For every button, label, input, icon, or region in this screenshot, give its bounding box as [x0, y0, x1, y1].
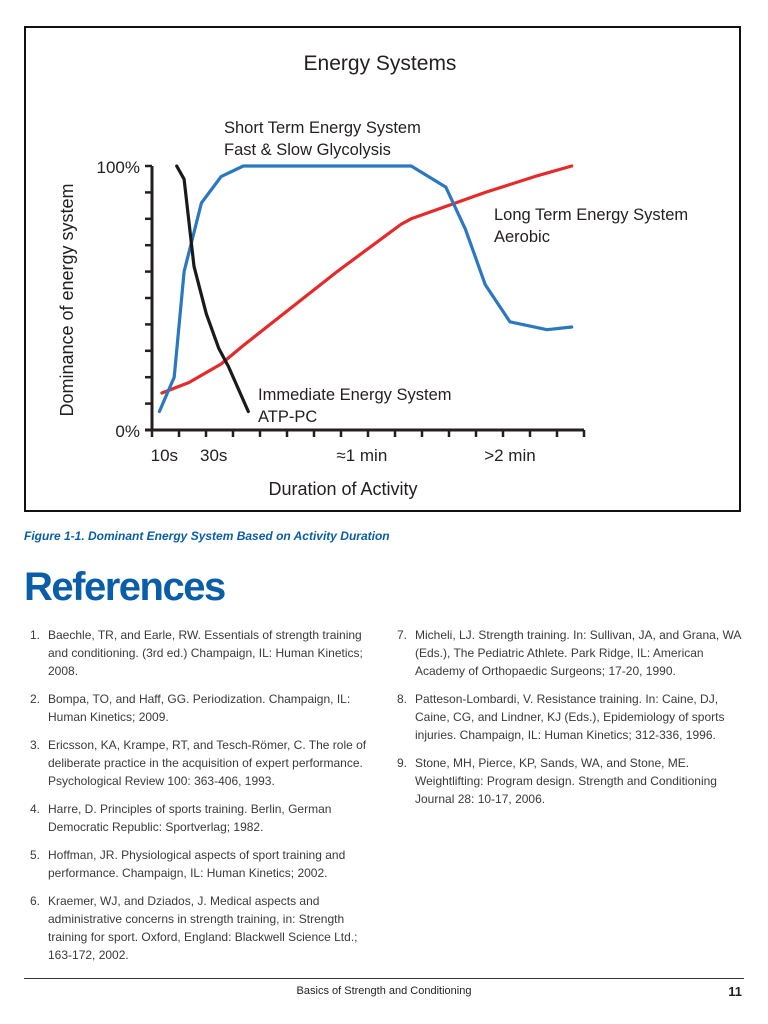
reference-text: Patteson-Lombardi, V. Resistance trainin… [415, 692, 725, 742]
footer-divider [24, 978, 744, 979]
series-annotation: ATP-PC [258, 408, 317, 426]
y-tick-label: 100% [97, 158, 140, 177]
reference-item: 3. Ericsson, KA, Krampe, RT, and Tesch-Rö… [30, 736, 382, 790]
series-annotation: Aerobic [494, 228, 550, 246]
x-tick-label: >2 min [484, 446, 536, 465]
reference-item: 9. Stone, MH, Pierce, KP, Sands, WA, and … [397, 754, 749, 808]
series-line-1 [157, 164, 574, 414]
reference-number: 6. [30, 894, 41, 908]
reference-item: 1. Baechle, TR, and Earle, RW. Essentials… [30, 626, 382, 680]
reference-number: 5. [30, 848, 41, 862]
x-tick-label: ≈1 min [336, 446, 387, 465]
series-annotation: Immediate Energy System [258, 386, 452, 404]
figure-frame: Energy Systems 100% 0% 10s 30s ≈1 min >2 min Du… [24, 26, 741, 512]
reference-item: 4. Harre, D. Principles of sports trainin… [30, 800, 382, 836]
reference-item: 7. Micheli, LJ. Strength training. In: Su… [397, 626, 749, 680]
series-line-2 [160, 164, 574, 395]
references-list-left: 1. Baechle, TR, and Earle, RW. Essentials… [30, 626, 382, 974]
reference-number: 7. [397, 628, 408, 642]
reference-text: Micheli, LJ. Strength training. In: Sull… [415, 628, 741, 678]
reference-item: 2. Bompa, TO, and Haff, GG. Periodization… [30, 690, 382, 726]
reference-text: Stone, MH, Pierce, KP, Sands, WA, and St… [415, 756, 717, 806]
reference-item: 5. Hoffman, JR. Physiological aspects of … [30, 846, 382, 882]
reference-item: 8. Patteson-Lombardi, V. Resistance train… [397, 690, 749, 744]
reference-text: Bompa, TO, and Haff, GG. Periodization. … [48, 692, 351, 724]
series-annotation: Short Term Energy System [224, 119, 421, 137]
series-line-0 [175, 164, 250, 414]
x-axis-label: Duration of Activity [268, 479, 417, 499]
y-tick-label: 0% [115, 422, 140, 441]
reference-item: 6. Kraemer, WJ, and Dziados, J. Medical a… [30, 892, 382, 964]
reference-number: 4. [30, 802, 41, 816]
references-heading: References [24, 565, 226, 609]
x-tick-label: 10s [151, 446, 178, 465]
reference-text: Kraemer, WJ, and Dziados, J. Medical asp… [48, 894, 358, 962]
reference-number: 1. [30, 628, 41, 642]
reference-number: 2. [30, 692, 41, 706]
reference-number: 9. [397, 756, 408, 770]
reference-text: Harre, D. Principles of sports training.… [48, 802, 332, 834]
reference-text: Ericsson, KA, Krampe, RT, and Tesch-Röme… [48, 738, 367, 788]
figure-caption: Figure 1-1. Dominant Energy System Based… [24, 529, 390, 543]
reference-text: Baechle, TR, and Earle, RW. Essentials o… [48, 628, 363, 678]
page-number: 11 [728, 984, 742, 999]
reference-number: 3. [30, 738, 41, 752]
series-annotation: Long Term Energy System [494, 206, 688, 224]
energy-systems-chart: Energy Systems 100% 0% 10s 30s ≈1 min >2 min Du… [57, 52, 688, 499]
reference-text: Hoffman, JR. Physiological aspects of sp… [48, 848, 346, 880]
reference-number: 8. [397, 692, 408, 706]
y-axis-label: Dominance of energy system [57, 183, 77, 416]
footer-title: Basics of Strength and Conditioning [296, 985, 472, 997]
series-annotation: Fast & Slow Glycolysis [224, 141, 391, 159]
x-tick-label: 30s [200, 446, 227, 465]
chart-title: Energy Systems [304, 52, 457, 75]
references-list-right: 7. Micheli, LJ. Strength training. In: Su… [397, 626, 749, 818]
